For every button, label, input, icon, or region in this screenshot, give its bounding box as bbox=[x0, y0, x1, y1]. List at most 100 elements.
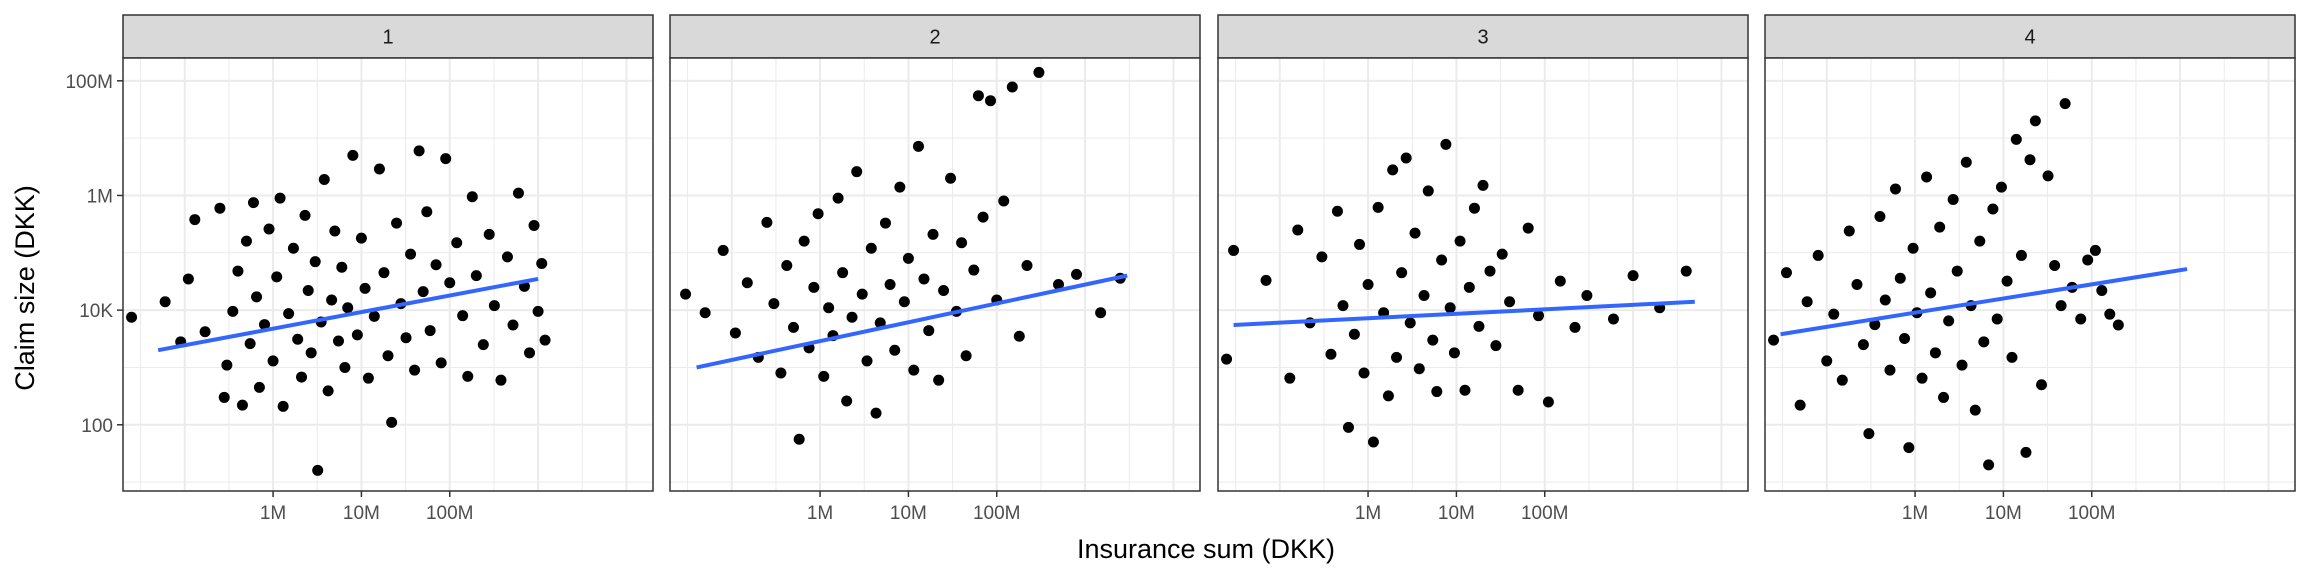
data-point bbox=[1454, 235, 1466, 247]
data-point bbox=[1934, 221, 1946, 233]
data-point bbox=[351, 329, 363, 341]
data-point bbox=[1951, 265, 1963, 277]
data-point bbox=[305, 347, 317, 359]
data-point bbox=[1362, 278, 1374, 290]
data-point bbox=[977, 211, 989, 223]
data-point bbox=[1316, 251, 1328, 263]
data-point bbox=[1801, 296, 1813, 308]
data-point bbox=[2096, 285, 2108, 297]
data-point bbox=[1916, 372, 1928, 384]
x-tick-label: 10M bbox=[1438, 503, 1475, 524]
data-point bbox=[972, 90, 984, 102]
data-point bbox=[938, 285, 950, 297]
data-point bbox=[1391, 351, 1403, 363]
data-point bbox=[1780, 267, 1792, 279]
data-point bbox=[232, 265, 244, 277]
data-point bbox=[539, 334, 551, 346]
data-point bbox=[889, 344, 901, 356]
data-point bbox=[2059, 98, 2071, 110]
data-point bbox=[1382, 390, 1394, 402]
data-point bbox=[362, 372, 374, 384]
data-point bbox=[430, 259, 442, 271]
data-point bbox=[884, 278, 896, 290]
data-point bbox=[1857, 339, 1869, 351]
facet-panel-3: 3 1M 10M 100M bbox=[1217, 14, 1749, 524]
facet-panels: 1 1M 10M 100M 100 10K 1M 100M 2 1M 10M 100M 3 1M 10M 10… bbox=[65, 14, 2296, 524]
data-point bbox=[1836, 374, 1848, 386]
data-point bbox=[798, 235, 810, 247]
data-point bbox=[1869, 319, 1881, 331]
x-tick-label: 1M bbox=[1902, 503, 1928, 524]
data-point bbox=[787, 321, 799, 333]
facet-panel-2: 2 1M 10M 100M bbox=[669, 14, 1201, 524]
data-point bbox=[400, 332, 412, 344]
data-point bbox=[462, 370, 474, 382]
data-point bbox=[1071, 268, 1083, 280]
data-point bbox=[1533, 310, 1545, 322]
data-point bbox=[182, 273, 194, 285]
data-point bbox=[1331, 205, 1343, 217]
x-tick-label: 100M bbox=[973, 503, 1021, 524]
data-point bbox=[1974, 235, 1986, 247]
data-point bbox=[1925, 287, 1937, 299]
data-point bbox=[1680, 265, 1692, 277]
data-point bbox=[1337, 300, 1349, 312]
data-point bbox=[524, 347, 536, 359]
data-point bbox=[1522, 222, 1534, 234]
data-point bbox=[1006, 81, 1018, 93]
data-point bbox=[368, 310, 380, 322]
data-point bbox=[851, 166, 863, 178]
trend-line bbox=[1780, 267, 2188, 337]
y-tick-label: 1M bbox=[87, 186, 113, 207]
y-tick-label: 100M bbox=[65, 72, 113, 93]
data-point bbox=[1325, 348, 1337, 360]
data-point bbox=[424, 325, 436, 337]
panel-background bbox=[1218, 58, 1748, 491]
data-point bbox=[1960, 156, 1972, 168]
data-point bbox=[818, 370, 830, 382]
data-point bbox=[1768, 334, 1780, 346]
data-point bbox=[292, 333, 304, 345]
data-point bbox=[908, 364, 920, 376]
data-point bbox=[342, 302, 354, 314]
data-point bbox=[2010, 133, 2022, 145]
data-point bbox=[1899, 333, 1911, 345]
data-point bbox=[1477, 179, 1489, 191]
data-point bbox=[444, 277, 456, 289]
data-point bbox=[1879, 294, 1891, 306]
data-point bbox=[1260, 274, 1272, 286]
data-point bbox=[1354, 238, 1366, 250]
data-point bbox=[359, 282, 371, 294]
panel-background bbox=[1765, 58, 2295, 491]
data-point bbox=[1874, 210, 1886, 222]
data-point bbox=[1358, 367, 1370, 379]
data-point bbox=[336, 261, 348, 273]
data-point bbox=[1095, 307, 1107, 319]
data-point bbox=[373, 163, 385, 175]
data-point bbox=[386, 416, 398, 428]
data-point bbox=[1490, 340, 1502, 352]
data-point bbox=[808, 281, 820, 293]
data-point bbox=[435, 357, 447, 369]
data-point bbox=[846, 311, 858, 323]
data-point bbox=[236, 399, 248, 411]
data-point bbox=[247, 197, 259, 209]
trend-line bbox=[157, 276, 539, 353]
data-point bbox=[1496, 248, 1508, 260]
panel-border bbox=[122, 57, 654, 492]
data-point bbox=[812, 208, 824, 220]
data-point bbox=[985, 95, 997, 107]
data-point bbox=[421, 206, 433, 218]
data-point bbox=[1413, 363, 1425, 375]
data-point bbox=[1292, 224, 1304, 236]
data-point bbox=[322, 385, 334, 397]
data-point bbox=[1444, 302, 1456, 314]
data-point bbox=[221, 359, 233, 371]
data-point bbox=[761, 216, 773, 228]
data-point bbox=[1889, 183, 1901, 195]
data-point bbox=[823, 302, 835, 314]
data-point bbox=[968, 264, 980, 276]
data-point bbox=[1228, 244, 1240, 256]
data-point bbox=[251, 291, 263, 303]
data-point bbox=[2042, 170, 2054, 182]
